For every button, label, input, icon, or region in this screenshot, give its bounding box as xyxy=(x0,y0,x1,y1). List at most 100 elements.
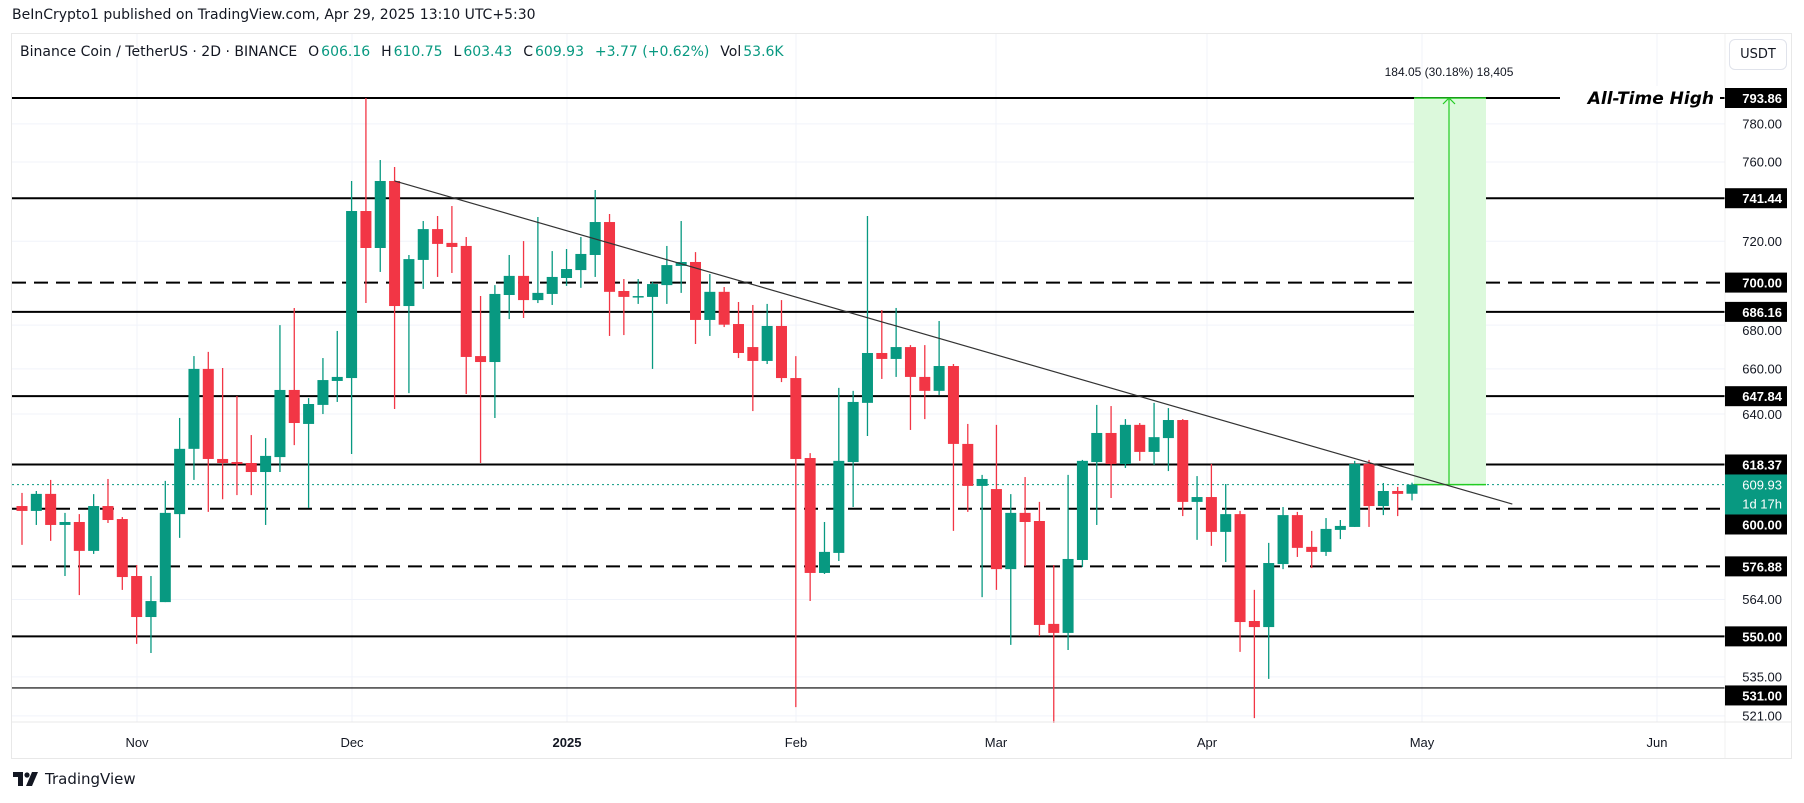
low-label: L xyxy=(453,44,462,60)
level-price-tag xyxy=(1725,272,1787,293)
candle xyxy=(947,364,959,531)
y-tick-label: 660.00 xyxy=(1742,361,1782,376)
candle xyxy=(1263,542,1275,679)
candle-body xyxy=(30,493,42,511)
candle-body xyxy=(417,229,429,260)
candle xyxy=(632,279,644,304)
candle xyxy=(245,435,257,496)
candle-body xyxy=(346,211,358,379)
candle xyxy=(1363,459,1375,527)
candle-body xyxy=(1205,497,1217,532)
candle-body xyxy=(575,253,587,271)
candle-body xyxy=(761,325,773,361)
candle xyxy=(460,236,472,395)
candle xyxy=(804,453,816,602)
last-price-tag xyxy=(1725,474,1787,515)
candle xyxy=(575,236,587,288)
level-price-tag xyxy=(1725,556,1787,577)
candle-body xyxy=(1005,512,1017,570)
candle-body xyxy=(102,506,114,521)
level-price-label: 741.44 xyxy=(1742,191,1783,206)
tradingview-logo[interactable]: TradingView xyxy=(13,770,136,788)
candle xyxy=(976,474,988,598)
candle-body xyxy=(1091,432,1103,463)
candle xyxy=(890,307,902,377)
candle xyxy=(16,492,28,545)
candle-body xyxy=(116,519,128,578)
time-axis: Nov Dec 2025 Feb Mar Apr May Jun xyxy=(12,721,1792,750)
candle xyxy=(1406,482,1418,501)
candle-body xyxy=(1291,515,1303,548)
publish-info: BeInCrypto1 published on TradingView.com… xyxy=(12,7,536,23)
candle xyxy=(174,417,186,538)
candle xyxy=(1234,510,1246,652)
candle-body xyxy=(360,211,372,249)
candle xyxy=(1291,511,1303,557)
level-price-tag xyxy=(1725,88,1787,108)
candle xyxy=(159,480,171,603)
currency-button[interactable]: USDT xyxy=(1729,39,1787,70)
candle-body xyxy=(933,366,945,391)
candle xyxy=(317,358,329,415)
candle-body xyxy=(446,242,458,247)
candle-body xyxy=(790,378,802,459)
candle-body xyxy=(159,512,171,603)
level-price-tag xyxy=(1725,386,1787,407)
candle-body xyxy=(775,325,787,379)
candle-body xyxy=(260,455,272,473)
tradingview-logo-icon xyxy=(13,772,38,786)
last-price-label: 609.93 xyxy=(1742,477,1782,492)
candle xyxy=(145,576,157,654)
candle-body xyxy=(1048,623,1060,633)
candle-body xyxy=(561,269,573,278)
candle xyxy=(690,252,702,345)
candle xyxy=(202,351,214,512)
level-price-tag xyxy=(1725,301,1787,322)
measure-label: 184.05 (30.18%) 18,405 xyxy=(1385,65,1514,79)
candle-body xyxy=(317,380,329,405)
candle-body xyxy=(188,368,200,449)
candle xyxy=(1119,419,1131,468)
candle-body xyxy=(403,259,415,307)
candle xyxy=(904,345,916,430)
candle xyxy=(546,251,558,305)
x-tick-label: Apr xyxy=(1197,735,1218,750)
candle xyxy=(389,166,401,410)
x-tick-label: Jun xyxy=(1647,735,1668,750)
candle xyxy=(403,254,415,394)
candle xyxy=(59,512,71,577)
trendline xyxy=(394,180,1513,505)
candle xyxy=(1220,483,1232,563)
candle xyxy=(818,521,830,574)
candle-body xyxy=(976,478,988,486)
candle xyxy=(475,296,487,463)
candle xyxy=(647,281,659,369)
candle xyxy=(1148,402,1160,465)
candle-body xyxy=(1220,514,1232,532)
candle-body xyxy=(88,506,100,551)
candle xyxy=(432,216,444,277)
candle xyxy=(604,214,616,336)
symbol-legend: Binance Coin / TetherUS · 2D · BINANCE O… xyxy=(20,44,786,60)
candle-body xyxy=(647,284,659,297)
candle-body xyxy=(231,462,243,464)
candle xyxy=(30,490,42,525)
candle xyxy=(1134,423,1146,461)
candle-body xyxy=(833,460,845,553)
candle xyxy=(761,303,773,365)
volume-value: 53.6K xyxy=(743,44,784,60)
candle xyxy=(1091,404,1103,525)
y-tick-label: 760.00 xyxy=(1742,154,1782,169)
level-price-label: 531.00 xyxy=(1742,688,1782,703)
candle xyxy=(1162,408,1174,472)
level-price-tag xyxy=(1725,188,1787,209)
candle-body xyxy=(45,493,57,525)
symbol-name[interactable]: Binance Coin / TetherUS · 2D · BINANCE xyxy=(20,44,298,60)
candle xyxy=(532,217,544,304)
candle-body xyxy=(1248,620,1260,628)
y-tick-label: 564.00 xyxy=(1742,592,1782,607)
candle xyxy=(1377,483,1389,516)
candle-body xyxy=(747,347,759,361)
candle-body xyxy=(274,389,286,458)
